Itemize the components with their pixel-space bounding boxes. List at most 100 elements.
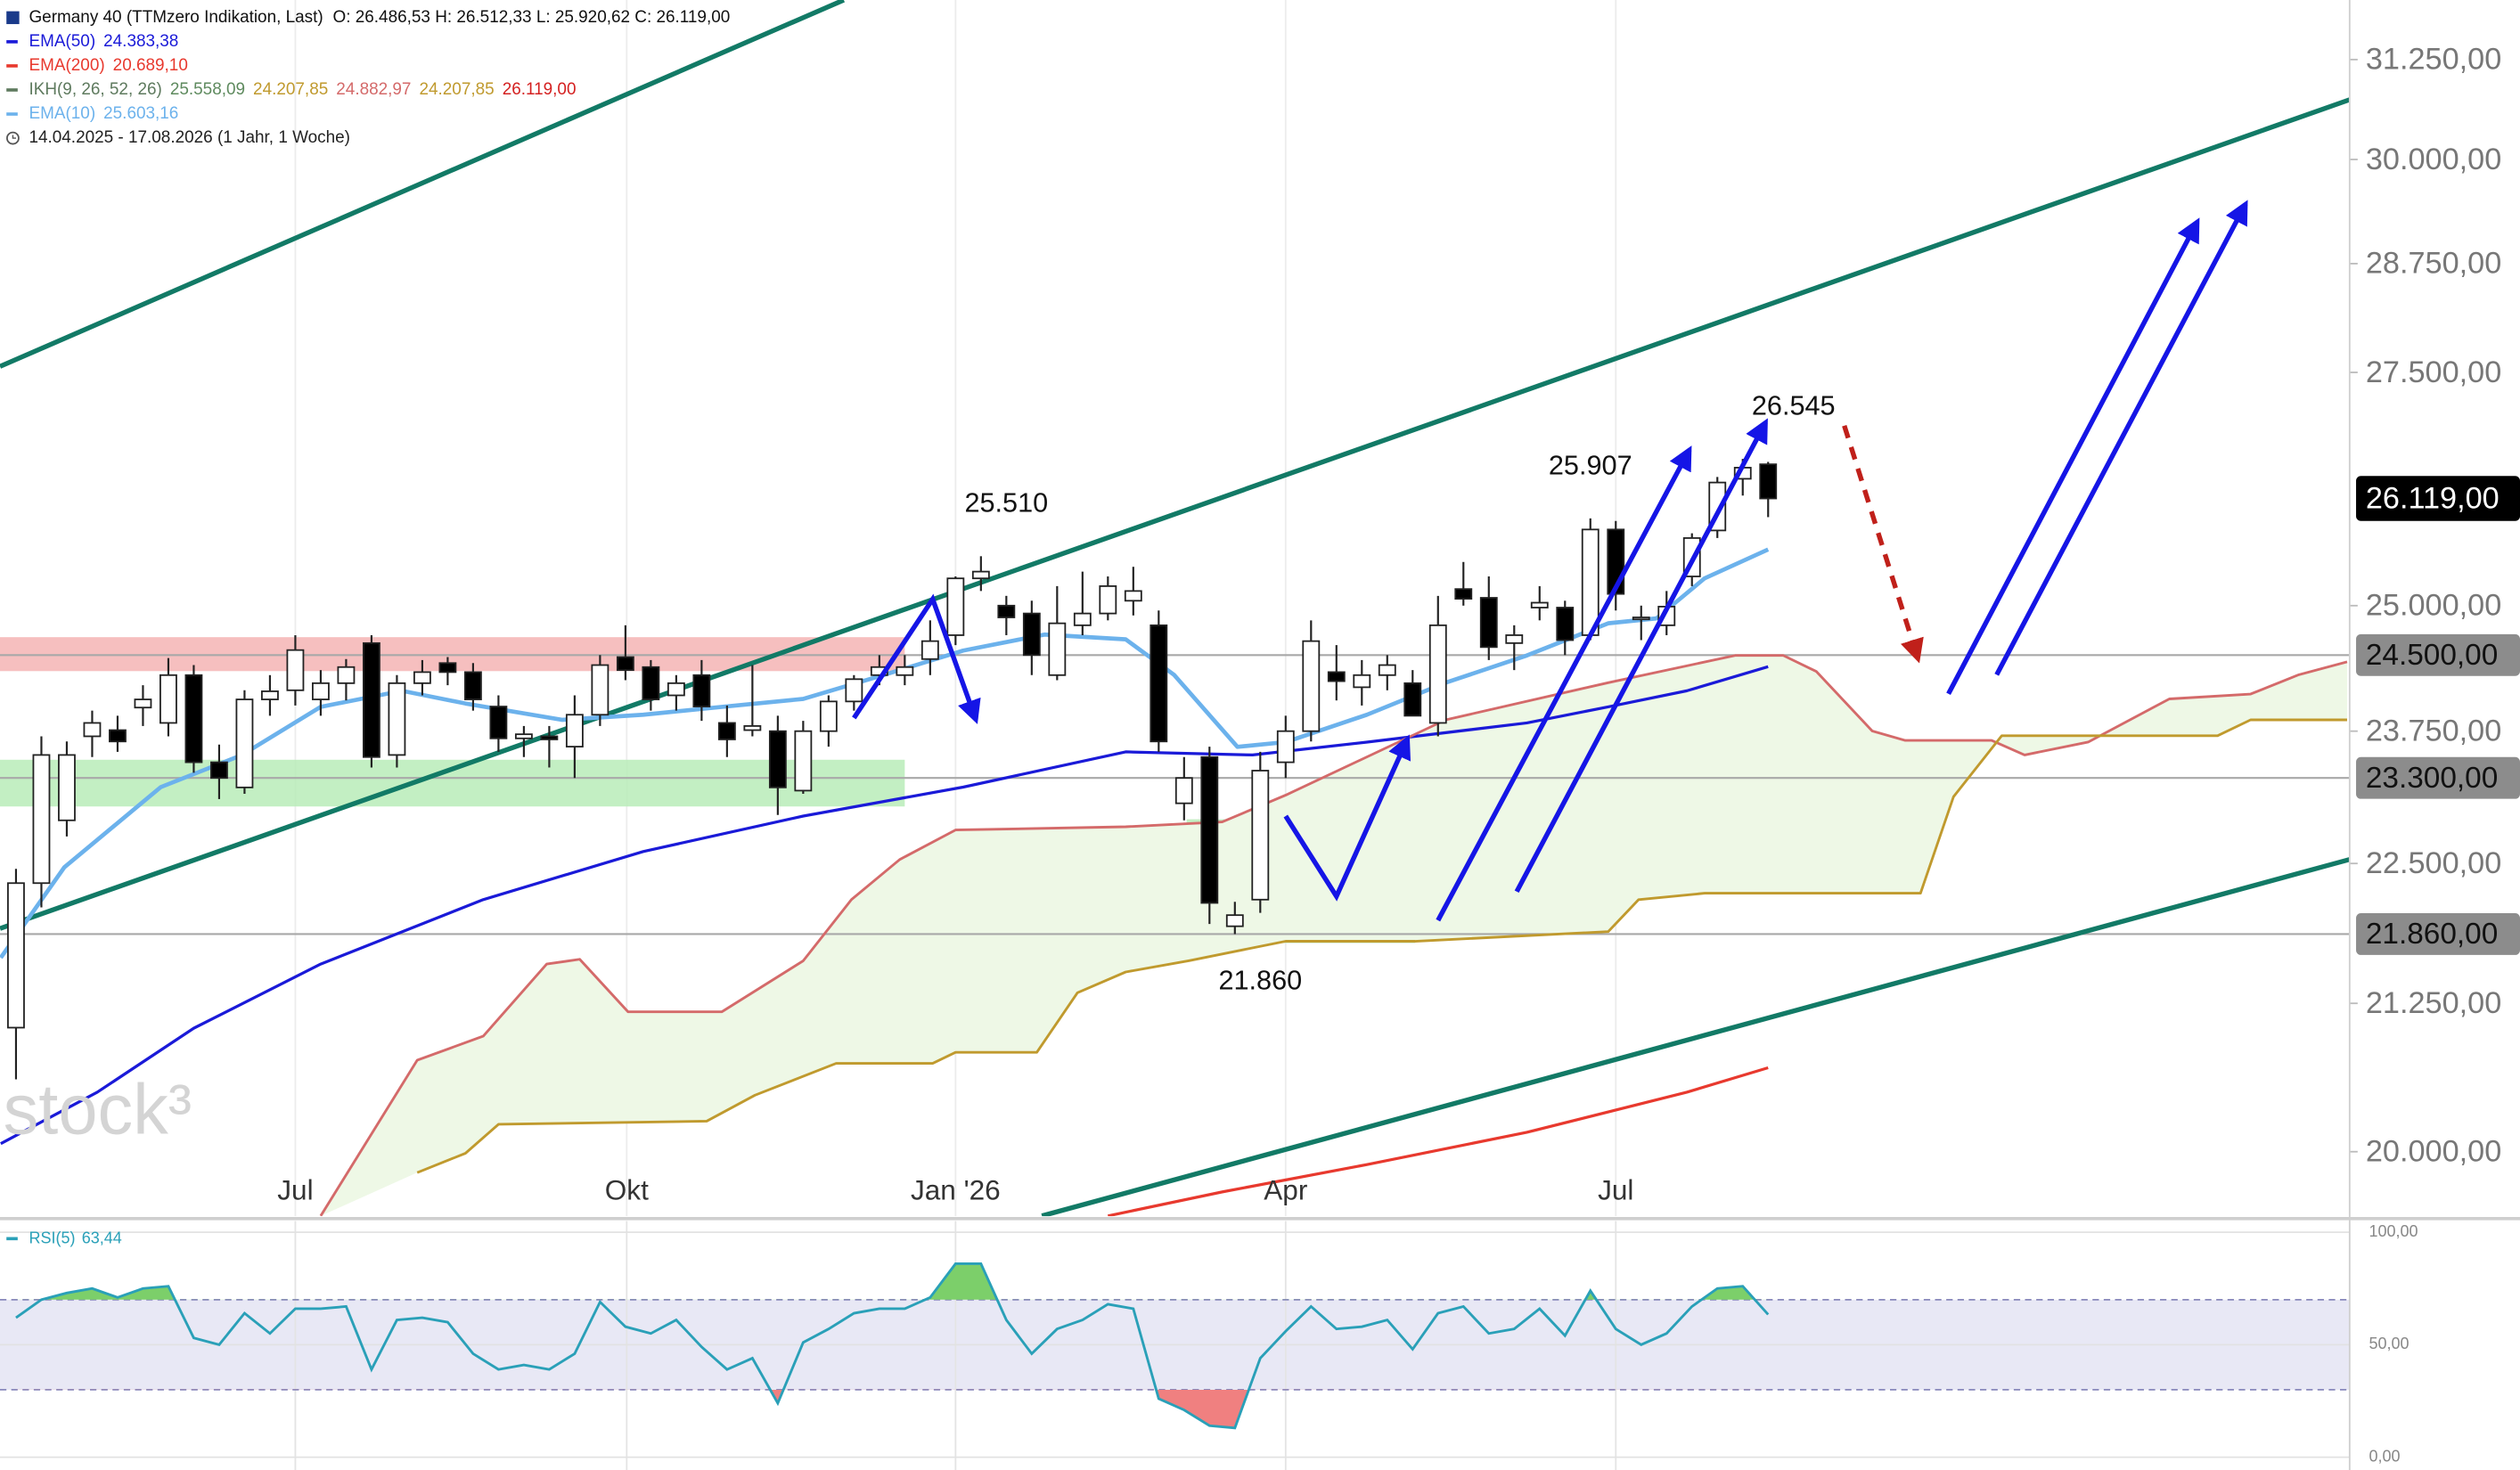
- annotation-arrow: [1994, 200, 2248, 676]
- rsi-legend-value: 63,44: [82, 1229, 122, 1246]
- price-tag: [2356, 756, 2520, 799]
- legend-value: 24.383,38: [103, 32, 178, 51]
- indicator-line: [416, 718, 2347, 1174]
- last-price-label: 26.119,00: [2366, 481, 2500, 515]
- indicator-line: [1107, 1066, 1769, 1217]
- candle-body: [463, 671, 482, 700]
- annotation-arrow: [1946, 217, 2200, 696]
- candle-body: [1150, 624, 1168, 743]
- legend-value: 25.603,16: [103, 104, 178, 123]
- candle-body: [565, 714, 584, 747]
- candle-body: [261, 690, 279, 700]
- candle-body: [1403, 682, 1422, 717]
- legend-value: 25.558,09: [170, 80, 245, 99]
- candle-body: [286, 649, 305, 691]
- price-tag: [2356, 913, 2520, 955]
- watermark: stock³: [4, 1069, 192, 1148]
- rsi-line: [15, 1262, 1770, 1430]
- candle-body: [1505, 634, 1524, 644]
- candle-body: [591, 664, 610, 716]
- rsi-tick-label: 0,00: [2369, 1447, 2400, 1465]
- y-tick-label: 28.750,00: [2366, 247, 2501, 281]
- legend-name: EMA(50): [29, 32, 95, 51]
- candle-body: [1327, 671, 1346, 682]
- price-annotation: 21.860: [1218, 966, 1302, 996]
- y-tick-label: 31.250,00: [2366, 43, 2501, 77]
- candle-body: [58, 754, 76, 821]
- annotation-arrow: [1283, 734, 1411, 902]
- candle-body: [413, 671, 431, 684]
- header-icon: [6, 11, 20, 25]
- candle-body: [362, 641, 380, 758]
- candle-body: [1454, 588, 1473, 600]
- candle-body: [1251, 770, 1270, 901]
- legend-value: 24.207,85: [419, 80, 494, 99]
- candle-body: [160, 674, 177, 724]
- y-tick-label: 20.000,00: [2366, 1135, 2501, 1169]
- price-tag-label: 21.860,00: [2366, 918, 2498, 951]
- candle-body: [1124, 590, 1142, 602]
- candle-body: [210, 761, 228, 780]
- price-panel: [0, 0, 2350, 1217]
- candle-body: [1099, 585, 1117, 615]
- legend-name: EMA(10): [29, 104, 95, 123]
- legend-name: IKH(9, 26, 52, 26): [29, 80, 161, 99]
- legend-value: 24.207,85: [253, 80, 328, 99]
- legend-entry: IKH(9, 26, 52, 26) 25.558,09 24.207,85 24.8…: [29, 80, 576, 99]
- price-tag: [2356, 633, 2520, 676]
- x-tick-label: Jan '26: [911, 1173, 1001, 1205]
- candle-body: [743, 725, 762, 731]
- candle-body: [768, 730, 787, 788]
- header: Germany 40 (TTMzero Indikation, Last) O: …: [29, 8, 730, 27]
- candle-body: [1632, 617, 1650, 621]
- price-annotation: 26.545: [1752, 390, 1836, 421]
- annotation-arrow: [1842, 424, 1924, 664]
- trend-line: [0, 97, 2350, 931]
- candle-body: [845, 678, 863, 703]
- candle-body: [1073, 612, 1092, 626]
- candle-body: [616, 656, 634, 672]
- x-tick-label: Apr: [1264, 1173, 1307, 1205]
- candle-body: [1530, 601, 1549, 608]
- candle-body: [1581, 528, 1600, 636]
- candle-body: [134, 698, 152, 709]
- candle-body: [997, 604, 1016, 618]
- candle-body: [896, 666, 914, 676]
- candle-body: [1353, 674, 1371, 689]
- indicator-line: [0, 665, 1769, 1146]
- candle-body: [1759, 463, 1778, 500]
- candle-body: [692, 674, 711, 707]
- x-tick-label: Okt: [605, 1173, 649, 1205]
- y-tick-label: 22.500,00: [2366, 846, 2501, 880]
- candle-body: [7, 882, 25, 1029]
- instrument: Germany 40 (TTMzero Indikation, Last): [29, 8, 323, 27]
- candle-body: [971, 570, 990, 580]
- y-tick-label: 25.000,00: [2366, 589, 2501, 623]
- candle-body: [920, 640, 939, 660]
- candle-body: [1200, 755, 1219, 904]
- candle-body: [1225, 914, 1244, 927]
- candle-body: [1276, 730, 1295, 764]
- candle-body: [388, 682, 406, 756]
- annotation-arrow: [1436, 445, 1692, 922]
- candle-body: [1479, 597, 1498, 649]
- price-tag-label: 23.300,00: [2366, 762, 2498, 795]
- trend-line: [0, 0, 846, 369]
- indicator-line: [319, 654, 2348, 1217]
- candle-body: [83, 722, 102, 738]
- candle-body: [946, 577, 965, 636]
- ohlc: O: 26.486,53 H: 26.512,33 L: 25.920,62 C…: [333, 8, 731, 27]
- candle-body: [109, 729, 127, 743]
- candle-body: [184, 674, 203, 764]
- candle-body: [1378, 664, 1396, 676]
- y-tick-label: 23.750,00: [2366, 715, 2501, 748]
- legend-value: 26.119,00: [503, 80, 577, 99]
- legend-name: EMA(200): [29, 56, 104, 75]
- candle-body: [1302, 640, 1321, 732]
- y-tick-label: 27.500,00: [2366, 355, 2501, 389]
- rsi-legend: RSI(5) 63,44: [29, 1229, 121, 1246]
- rsi-tick-label: 50,00: [2369, 1335, 2409, 1352]
- candle-body: [337, 666, 356, 684]
